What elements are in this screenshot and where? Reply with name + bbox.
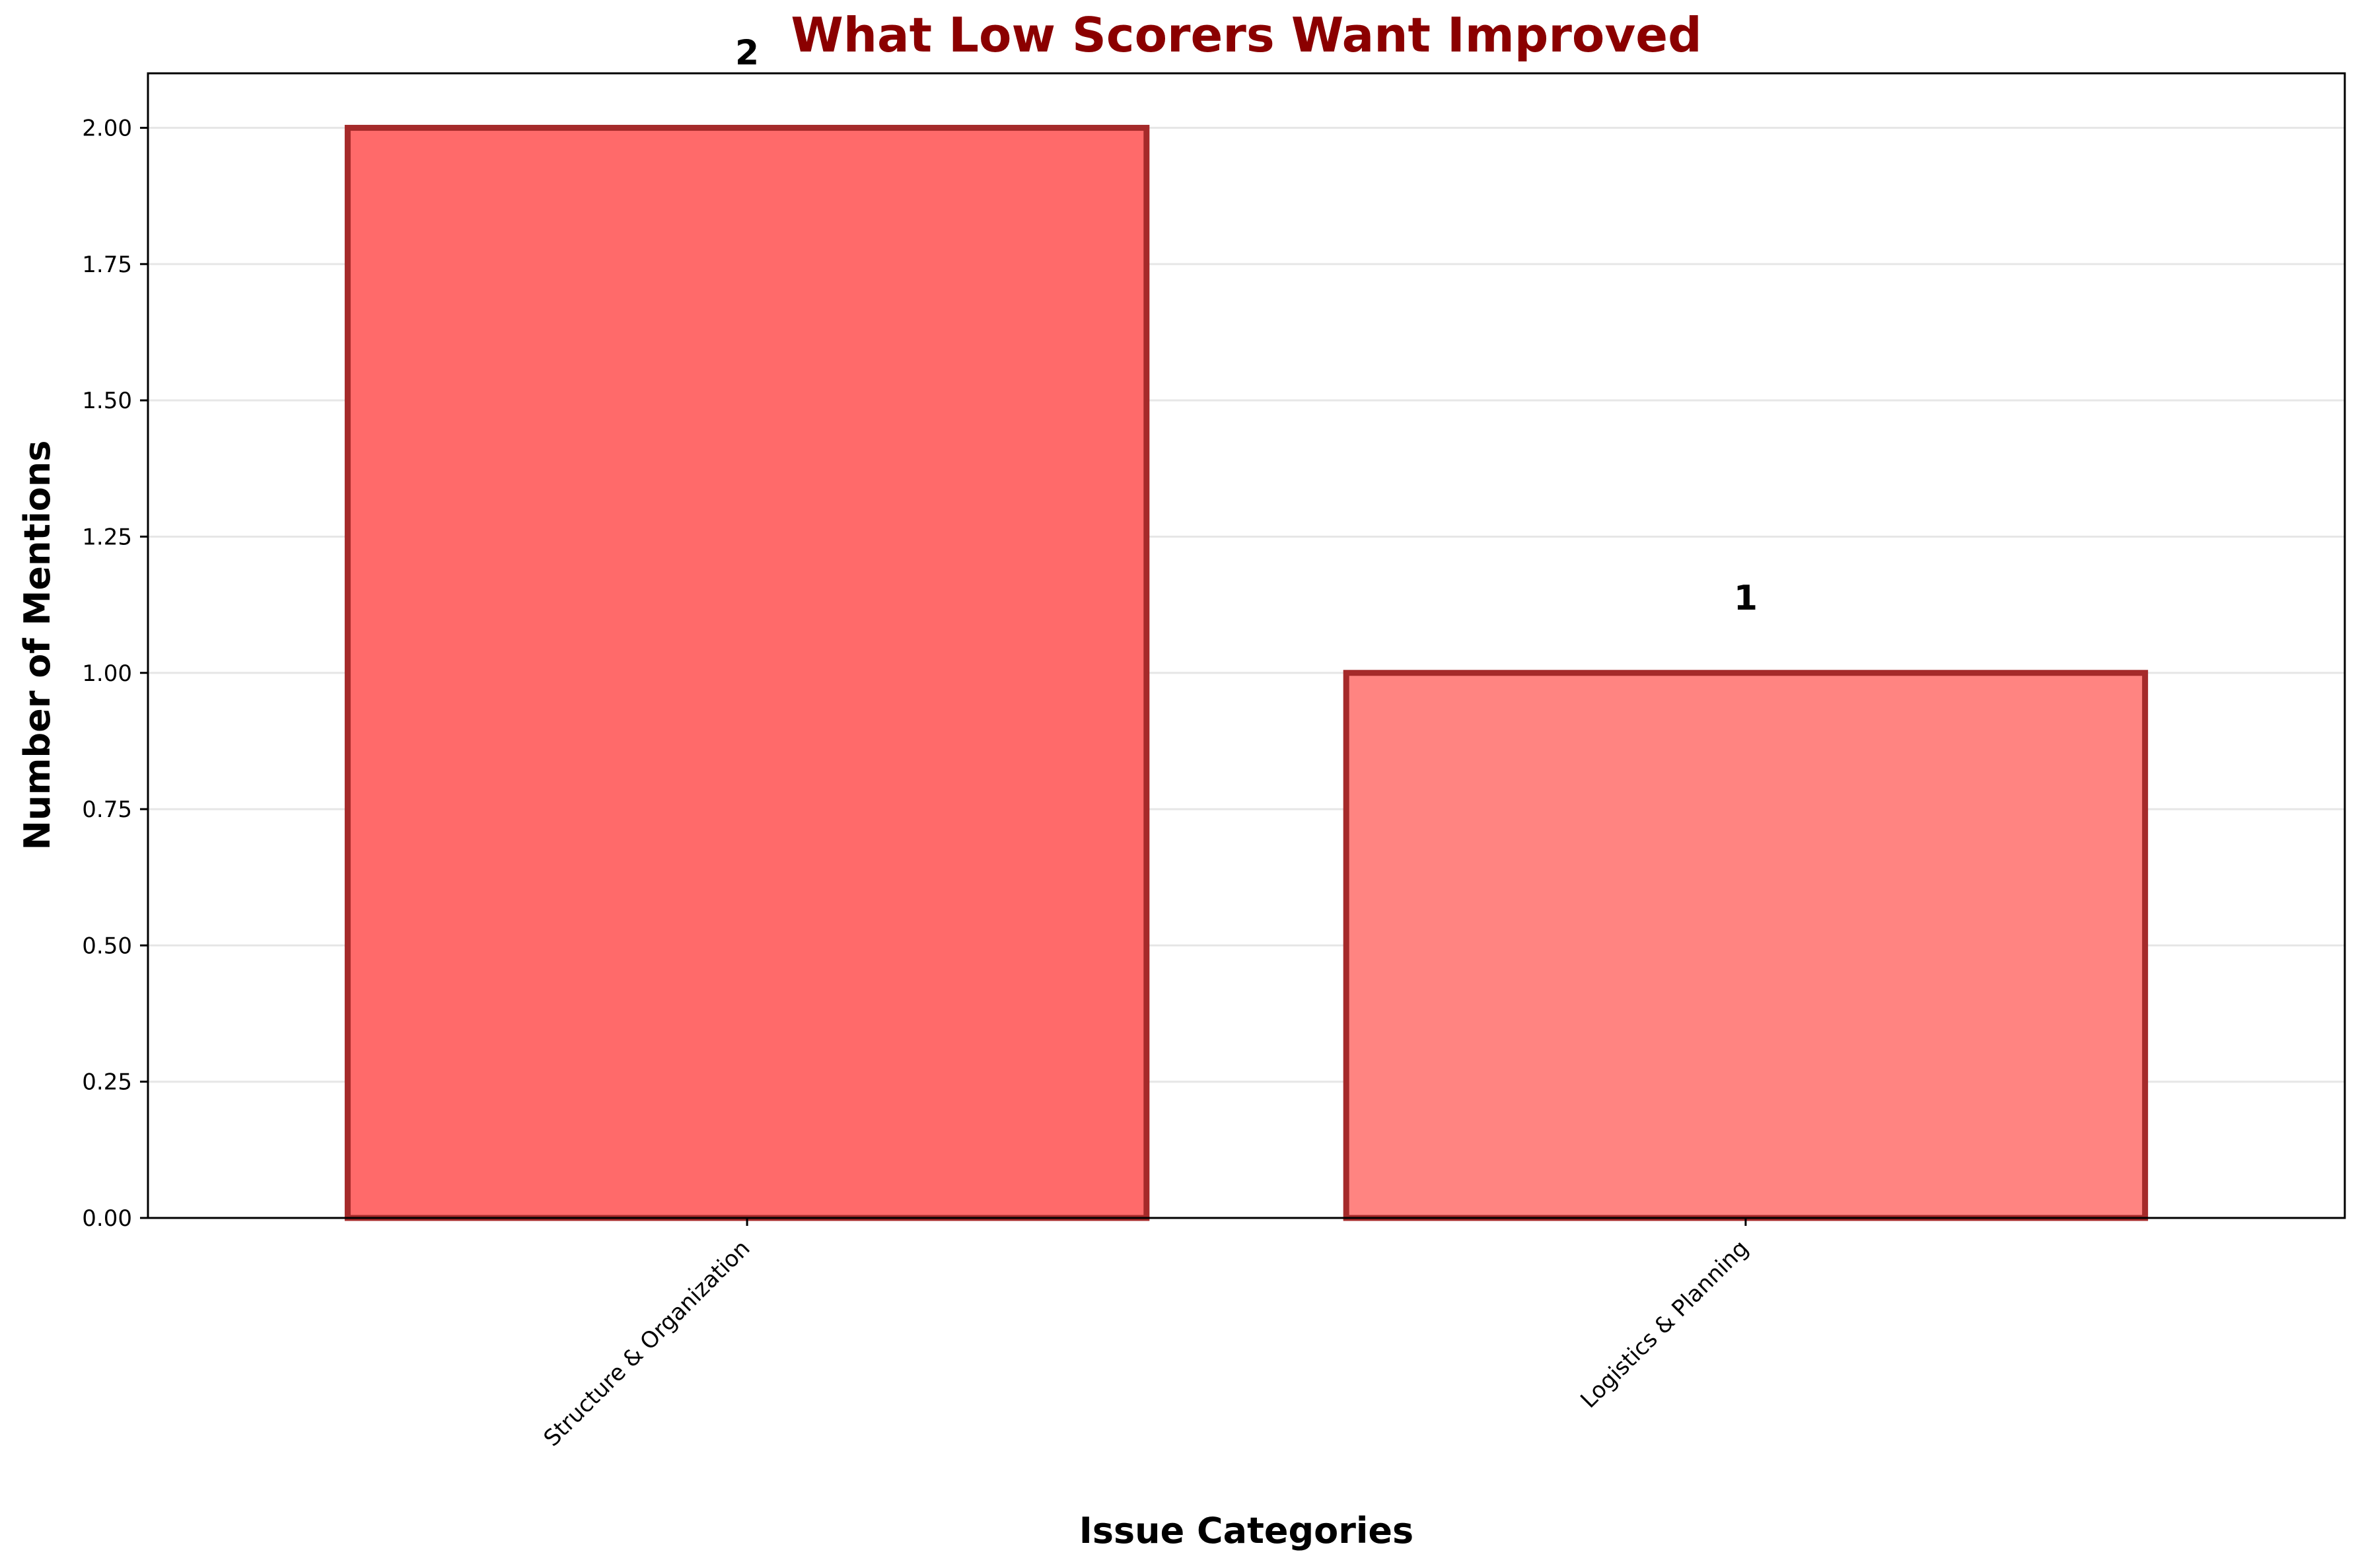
data-label: 2 (735, 34, 759, 73)
y-axis-ticks: 0.00 0.25 0.50 0.75 1.00 1.25 1.50 1.75 2.00 (82, 116, 148, 1232)
y-tick-label: 1.75 (82, 252, 132, 278)
y-tick-label: 1.25 (82, 524, 132, 550)
data-label: 1 (1734, 579, 1758, 618)
y-axis-title: Number of Mentions (17, 441, 58, 851)
y-tick-label: 0.50 (82, 933, 132, 959)
data-labels: 21 (735, 34, 1758, 618)
bars (344, 125, 2149, 1221)
x-axis-title: Issue Categories (1079, 1510, 1413, 1551)
chart-title: What Low Scorers Want Improved (791, 7, 1701, 63)
bar (344, 125, 1150, 1221)
y-tick-label: 2.00 (82, 116, 132, 142)
y-tick-label: 0.00 (82, 1205, 132, 1232)
y-tick-label: 0.25 (82, 1069, 132, 1096)
y-tick-label: 0.75 (82, 797, 132, 823)
plot-frame (147, 72, 2346, 1219)
bar (1343, 670, 2149, 1221)
y-tick-label: 1.00 (82, 660, 132, 687)
y-tick-label: 1.50 (82, 388, 132, 414)
